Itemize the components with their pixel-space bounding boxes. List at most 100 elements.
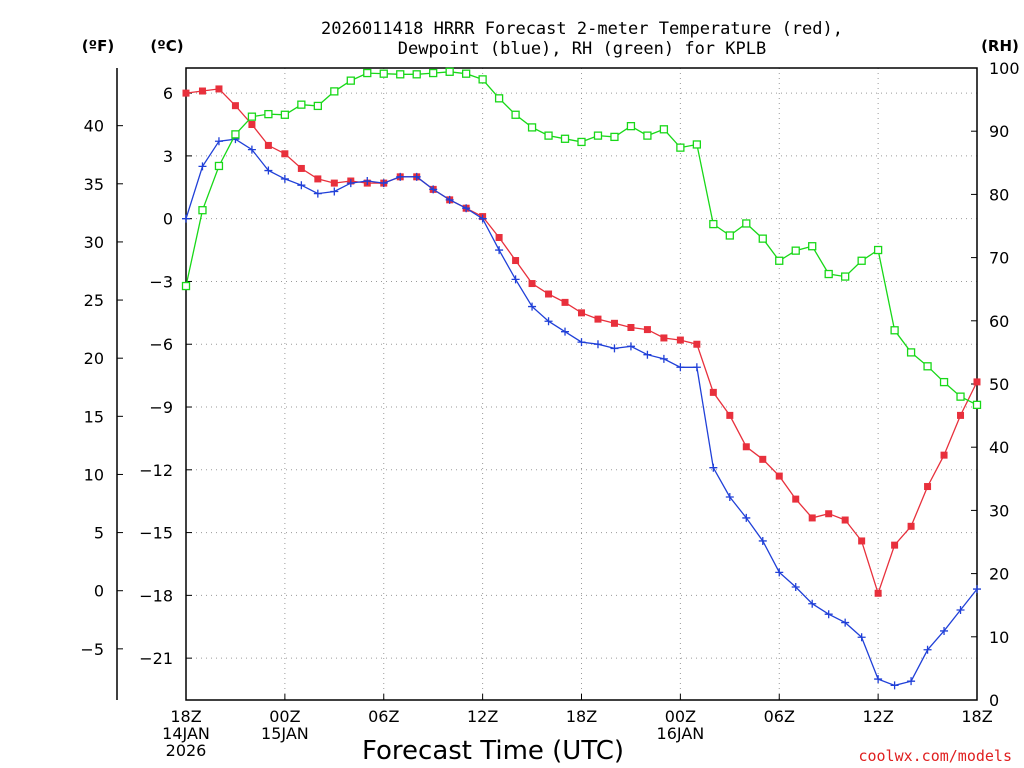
dewpoint-marker	[478, 214, 487, 223]
dewpoint-marker	[313, 189, 322, 198]
dewpoint-marker	[214, 137, 223, 146]
temperature-marker	[297, 164, 305, 172]
rh-marker	[198, 206, 207, 215]
rh-marker	[890, 326, 899, 335]
time-tick-label: 18Z	[566, 707, 597, 726]
dewpoint-marker	[511, 275, 520, 284]
celsius-tick-label: −9	[149, 398, 173, 417]
temperature-marker	[231, 102, 239, 110]
rh-marker	[297, 100, 306, 109]
dewpoint-marker	[561, 327, 570, 336]
dewpoint-marker	[676, 363, 685, 372]
dewpoint-marker	[593, 340, 602, 349]
dewpoint-marker	[692, 363, 701, 372]
dewpoint-marker	[808, 599, 817, 608]
fahrenheit-tick-label: 0	[94, 582, 104, 601]
rh-marker	[231, 130, 240, 139]
celsius-tick-label: −3	[149, 272, 173, 291]
dewpoint-marker	[791, 582, 800, 591]
temperature-marker	[627, 323, 635, 331]
temperature-marker	[578, 309, 585, 317]
dewpoint-marker	[841, 618, 850, 627]
temperature-marker	[495, 234, 503, 242]
time-tick-label: 12Z	[467, 707, 498, 726]
rh-marker	[808, 242, 817, 251]
rh-marker	[956, 392, 965, 401]
rh-marker	[396, 70, 405, 79]
temperature-marker	[693, 340, 701, 348]
dewpoint-marker	[379, 179, 388, 188]
dewpoint-marker	[280, 174, 289, 183]
dewpoint-marker	[907, 677, 916, 686]
temperature-marker	[907, 522, 915, 530]
rh-tick-label: 70	[989, 249, 1009, 268]
rh-marker	[313, 101, 322, 111]
rh-marker	[280, 110, 290, 119]
rh-marker	[725, 231, 734, 240]
dewpoint-marker	[940, 626, 949, 635]
temperature-marker	[726, 411, 734, 419]
temperature-marker	[924, 483, 932, 491]
temperature-marker	[676, 336, 684, 344]
rh-marker	[643, 131, 652, 140]
rh-tick-label: 90	[989, 122, 1009, 141]
temperature-marker	[940, 451, 948, 459]
rh-marker	[577, 137, 586, 147]
dewpoint-marker	[396, 172, 405, 181]
rh-marker	[709, 219, 718, 229]
dewpoint-marker	[577, 338, 586, 347]
rh-marker	[346, 76, 355, 85]
fahrenheit-tick-label: 40	[84, 117, 104, 136]
temperature-marker	[561, 298, 569, 306]
temperature-marker	[874, 589, 882, 597]
rh-marker	[841, 272, 850, 281]
time-tick-label: 00Z	[269, 707, 300, 726]
temperature-marker	[858, 537, 866, 545]
fahrenheit-tick-label: 35	[84, 175, 104, 194]
rh-marker	[758, 234, 767, 243]
celsius-tick-label: −12	[139, 461, 173, 480]
tick-labels: 630−3−6−9−12−15−18−214035302520151050−51…	[80, 59, 1019, 760]
temperature-marker	[808, 514, 816, 522]
time-tick-label: 16JAN	[657, 724, 705, 743]
temperature-marker	[594, 315, 602, 323]
time-tick-label: 06Z	[368, 707, 399, 726]
rh-unit-label: (RH)	[981, 37, 1019, 55]
dewpoint-marker	[346, 179, 355, 188]
rh-marker	[775, 256, 784, 265]
dewpoint-marker	[198, 162, 207, 171]
temperature-marker	[198, 87, 206, 95]
rh-marker	[824, 269, 833, 279]
temperature-marker	[643, 326, 651, 334]
temperature-marker	[264, 141, 272, 149]
temperature-marker	[330, 179, 338, 187]
dewpoint-marker	[182, 214, 190, 223]
celsius-tick-label: −6	[149, 335, 173, 354]
time-tick-label: 00Z	[665, 707, 696, 726]
rh-marker	[923, 362, 932, 371]
fahrenheit-tick-label: 20	[84, 349, 104, 368]
rh-marker	[906, 348, 916, 357]
rh-tick-label: 100	[989, 59, 1020, 78]
rh-marker	[330, 87, 339, 96]
dewpoint-marker	[956, 606, 965, 615]
fahrenheit-unit-label: (ºF)	[82, 37, 114, 55]
rh-marker	[659, 125, 669, 134]
temperature-marker	[528, 280, 536, 288]
rh-marker	[379, 69, 388, 78]
rh-marker	[972, 400, 982, 410]
chart-title-line1: 2026011418 HRRR Forecast 2-meter Tempera…	[321, 19, 843, 39]
celsius-tick-label: −21	[139, 649, 173, 668]
temperature-marker	[775, 472, 783, 480]
dewpoint-marker	[462, 204, 471, 213]
temperature-marker	[957, 411, 965, 419]
temperature-marker	[742, 443, 750, 451]
dewpoint-marker	[626, 342, 635, 351]
rh-marker	[544, 131, 553, 140]
rh-marker	[626, 121, 636, 131]
time-tick-label: 14JAN	[162, 724, 210, 743]
dewpoint-marker	[544, 317, 553, 326]
rh-marker	[939, 377, 949, 387]
